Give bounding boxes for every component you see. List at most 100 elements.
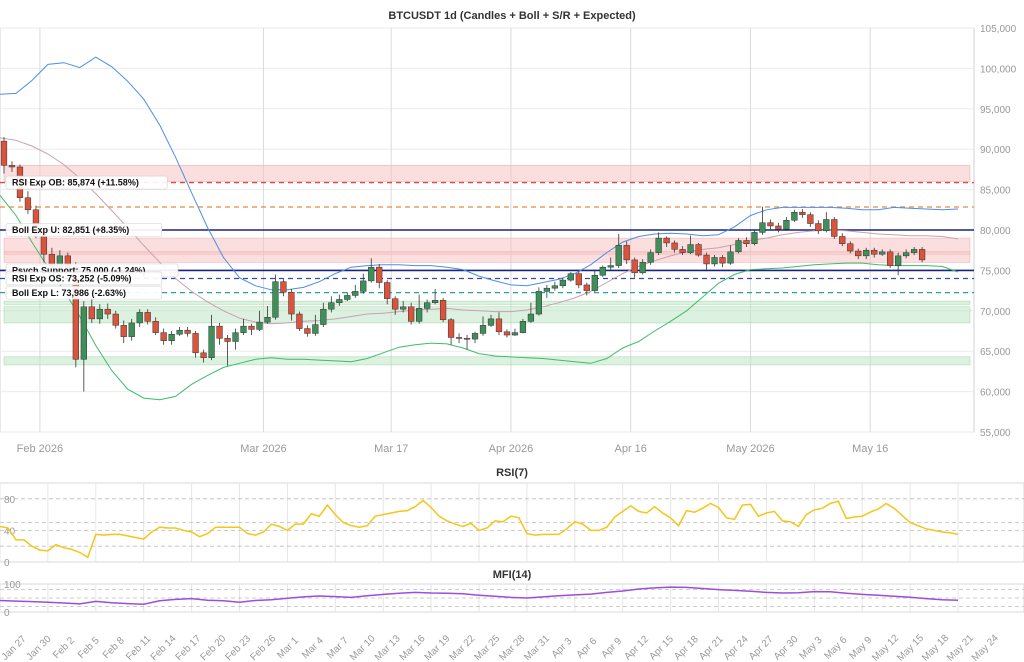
candle-body	[727, 251, 734, 264]
candle-body	[256, 321, 263, 330]
price-zones	[3, 165, 971, 366]
price-x-tick-label: Apr 2026	[489, 443, 534, 455]
candle-body	[88, 306, 95, 320]
level-label: RSI Exp OB: 85,874 (+11.58%)	[12, 178, 139, 188]
candle-body	[320, 308, 327, 325]
candle-body	[416, 308, 423, 322]
candle-body	[447, 319, 455, 338]
candle-body	[527, 313, 535, 322]
bottom-x-tick-label: Feb 23	[223, 633, 253, 662]
candle-body	[487, 318, 495, 326]
candle-body	[623, 245, 630, 261]
candle-body	[336, 299, 343, 303]
bottom-x-tick-label: Apr 30	[772, 634, 801, 662]
price-x-tick-label: Apr 16	[614, 443, 646, 455]
candle-body	[392, 298, 399, 310]
candle-body	[551, 285, 558, 289]
candle-body	[439, 300, 447, 320]
candle-body	[304, 328, 311, 334]
price-tick-label: 80,000	[980, 226, 1011, 237]
candle-body	[767, 222, 774, 227]
candle-body	[495, 318, 503, 333]
panel-tick-label: 100	[4, 580, 21, 591]
candle-body	[871, 249, 878, 255]
bottom-x-tick-label: Mar 1	[275, 635, 301, 661]
candle-body	[471, 333, 479, 340]
candle-body	[719, 257, 726, 264]
bottom-x-tick-label: Apr 27	[747, 634, 776, 662]
candle-body	[503, 331, 511, 336]
bottom-x-tick-label: Mar 10	[348, 633, 378, 662]
panel-frame	[0, 583, 1024, 613]
candle-body	[567, 273, 574, 281]
candle-body	[918, 249, 926, 261]
bollinger-lower-line	[0, 194, 959, 401]
candle-body	[248, 325, 255, 330]
bottom-x-tick-label: Apr 21	[697, 634, 726, 662]
bottom-x-tick-label: Apr 6	[575, 636, 600, 661]
level-label: Boll Exp L: 73,986 (-2.63%)	[12, 288, 126, 298]
candle-body	[104, 308, 111, 315]
candle-body	[296, 313, 303, 329]
candle-body	[264, 317, 271, 323]
level-label-box	[5, 175, 168, 190]
candle-body	[543, 287, 551, 292]
candle-body	[200, 352, 207, 358]
candle-body	[815, 223, 822, 232]
candle-body	[328, 302, 335, 310]
bottom-x-tick-label: Feb 14	[149, 633, 179, 662]
candle-body	[96, 308, 103, 320]
candle-body	[831, 219, 838, 237]
bottom-x-tick-label: Mar 22	[448, 633, 478, 662]
candle-body	[232, 332, 239, 342]
candle-body	[847, 243, 854, 252]
candle-body	[775, 225, 782, 230]
candle-body	[759, 222, 766, 233]
candle-body	[360, 280, 367, 292]
candle-body	[839, 236, 846, 244]
mfi-panel: 0 100	[0, 580, 1024, 619]
bottom-x-tick-label: Feb 26	[248, 633, 278, 662]
resistance-zone	[3, 251, 971, 263]
bottom-x-tick-label: Feb 8	[101, 635, 127, 661]
candle-body	[535, 291, 543, 315]
price-tick-label: 60,000	[980, 388, 1011, 399]
candle-body	[168, 333, 175, 341]
bottom-x-tick-label: Mar 4	[300, 635, 326, 661]
bottom-x-tick-label: Apr 9	[599, 636, 624, 661]
panel-frame	[0, 482, 1024, 563]
candle-body	[743, 240, 750, 244]
price-tick-label: 75,000	[980, 266, 1011, 277]
level-labels: RSI Exp OB: 85,874 (+11.58%) Boll Exp U: …	[5, 175, 179, 300]
candle-body	[895, 255, 902, 266]
mfi-title: MFI(14)	[493, 569, 532, 581]
level-label: Boll Exp U: 82,851 (+8.35%)	[12, 225, 129, 235]
level-label: RSI Exp OS: 73,252 (-5.09%)	[12, 274, 132, 284]
support-zone	[3, 356, 971, 366]
bottom-x-tick-label: Apr 18	[672, 634, 701, 662]
price-tick-label: 85,000	[980, 186, 1011, 197]
bottom-x-tick-label: Mar 13	[373, 633, 403, 662]
candle-body	[8, 165, 16, 168]
candle-body	[575, 273, 582, 286]
candle-body	[599, 266, 606, 276]
candles	[0, 137, 926, 392]
bollinger-bands	[0, 56, 959, 401]
price-x-tick-label: May 2026	[726, 443, 774, 455]
candle-body	[160, 332, 167, 341]
candle-body	[40, 233, 48, 255]
bottom-x-tick-label: Apr 3	[550, 636, 575, 661]
bottom-x-tick-label: Apr 24	[722, 634, 751, 662]
support-zone	[3, 306, 971, 324]
candle-body	[280, 281, 287, 293]
panel-tick-label: 0	[4, 558, 10, 569]
candle-body	[671, 242, 678, 250]
candle-body	[559, 279, 566, 287]
candle-body	[711, 257, 718, 265]
candle-body	[423, 302, 431, 309]
candle-body	[431, 300, 439, 303]
candle-body	[120, 325, 127, 337]
level-label-box	[5, 223, 163, 237]
